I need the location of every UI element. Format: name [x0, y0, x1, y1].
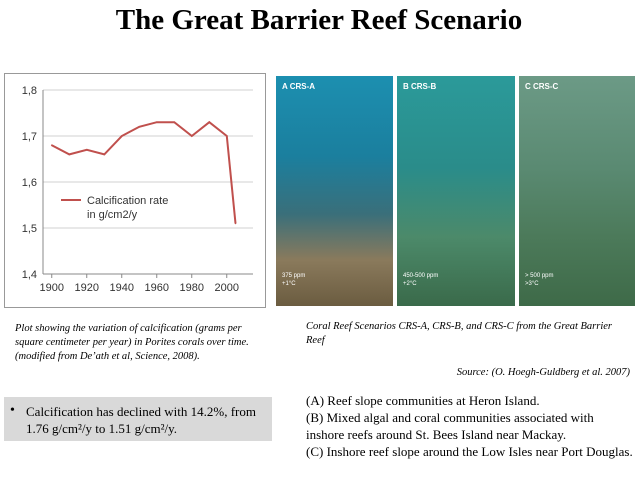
- note-a: (A) Reef slope communities at Heron Isla…: [306, 393, 540, 408]
- summary-bullet: • Calcification has declined with 14.2%,…: [4, 397, 272, 441]
- photo-crs-a: A CRS-A 375 ppm +1°C: [276, 76, 393, 306]
- photo-label: C CRS-C: [525, 82, 559, 91]
- data-point: [103, 153, 106, 156]
- data-point: [173, 121, 176, 123]
- photo-ppm-label: > 500 ppm >3°C: [525, 273, 554, 287]
- slide-title: The Great Barrier Reef Scenario: [115, 4, 523, 36]
- y-tick-label: 1,4: [22, 269, 37, 281]
- photo-label: B CRS-B: [403, 82, 437, 91]
- x-tick-label: 1920: [75, 282, 99, 294]
- x-tick-label: 1980: [180, 282, 204, 294]
- x-tick-label: 1960: [145, 282, 169, 294]
- data-point: [190, 135, 193, 137]
- y-tick-label: 1,6: [22, 177, 37, 189]
- calcification-chart: 1,8 1,7 1,6 1,5 1,4 1900 1920 1940 1960 1980 2000 C…: [4, 73, 266, 308]
- legend-label-line2: in g/cm2/y: [87, 209, 138, 221]
- data-point: [50, 144, 53, 146]
- data-point: [225, 135, 228, 137]
- photo-ppm-label: 375 ppm +1°C: [282, 273, 306, 287]
- data-point: [120, 135, 123, 137]
- y-tick-label: 1,7: [22, 131, 37, 143]
- photo-crs-b: B CRS-B 450-500 ppm +2°C: [397, 76, 515, 306]
- photo-ppm-label: 450-500 ppm +2°C: [403, 273, 439, 287]
- note-c: (C) Inshore reef slope around the Low Is…: [306, 444, 633, 459]
- data-point: [234, 222, 237, 225]
- source-citation: Source: (O. Hoegh-Guldberg et al. 2007): [456, 367, 630, 378]
- photo-label: A CRS-A: [282, 82, 316, 91]
- chart-caption: Plot showing the variation of calcificat…: [15, 323, 249, 362]
- photo-crs-c: C CRS-C > 500 ppm >3°C: [519, 76, 635, 306]
- photos-caption: Coral Reef Scenarios CRS-A, CRS-B, and C…: [306, 321, 613, 346]
- bullet-dot: •: [10, 403, 15, 418]
- x-tick-label: 1940: [110, 282, 134, 294]
- x-tick-label: 1900: [40, 282, 64, 294]
- bullet-text: Calcification has declined with 14.2%, f…: [26, 404, 256, 436]
- note-b: (B) Mixed algal and coral communities as…: [306, 410, 594, 442]
- data-point: [85, 149, 88, 151]
- x-tick-label: 2000: [215, 282, 239, 294]
- y-tick-label: 1,5: [22, 223, 37, 235]
- data-point: [155, 121, 158, 123]
- legend-label-line1: Calcification rate: [87, 195, 168, 207]
- series-line: [51, 120, 237, 224]
- scenario-notes: (A) Reef slope communities at Heron Isla…: [306, 392, 634, 460]
- y-tick-label: 1,8: [22, 85, 37, 97]
- data-point: [138, 126, 141, 128]
- data-point: [208, 121, 211, 123]
- data-point: [68, 153, 71, 156]
